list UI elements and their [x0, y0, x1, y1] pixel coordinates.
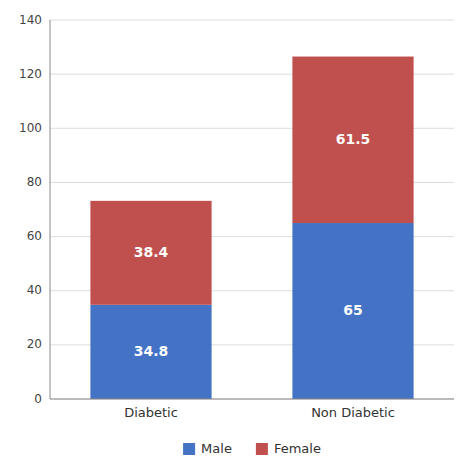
y-tick-label: 120 [19, 67, 42, 81]
data-labels: 34.8 65 38.4 61.5 [134, 131, 371, 359]
x-tick-label: Non Diabetic [311, 405, 395, 420]
data-label: 38.4 [134, 244, 169, 260]
grid-line [50, 399, 454, 400]
chart-svg: 0 20 40 60 80 100 120 140 34.8 65 38.4 61.5 Diabetic… [0, 0, 474, 474]
bars [90, 57, 413, 399]
data-label: 65 [343, 302, 362, 318]
y-axis-line [50, 20, 51, 399]
legend-item: Male [183, 441, 232, 456]
data-label: 61.5 [336, 131, 371, 147]
y-tick-label: 20 [27, 337, 42, 351]
x-axis: Diabetic Non Diabetic [50, 399, 454, 420]
x-tick-label: Diabetic [124, 405, 178, 420]
grid-line [50, 20, 454, 21]
legend-swatch [256, 443, 268, 455]
y-tick-label: 0 [34, 392, 42, 406]
y-tick-label: 80 [27, 175, 42, 189]
chart-container: 0 20 40 60 80 100 120 140 34.8 65 38.4 61.5 Diabetic… [0, 0, 474, 474]
y-tick-label: 40 [27, 283, 42, 297]
grid [50, 20, 454, 399]
y-tick-label: 140 [19, 13, 42, 27]
y-tick-label: 60 [27, 229, 42, 243]
bar-segment [90, 305, 211, 399]
x-axis-line [50, 399, 454, 400]
bar-segment [292, 223, 413, 399]
legend-label: Female [274, 441, 321, 456]
legend-swatch [183, 443, 195, 455]
y-axis: 0 20 40 60 80 100 120 140 [19, 13, 50, 406]
bar-segment [292, 57, 413, 223]
bar-segment [90, 201, 211, 305]
data-label: 34.8 [134, 343, 169, 359]
legend-label: Male [201, 441, 232, 456]
legend: Male Female [183, 441, 321, 456]
legend-item: Female [256, 441, 321, 456]
y-tick-label: 100 [19, 121, 42, 135]
